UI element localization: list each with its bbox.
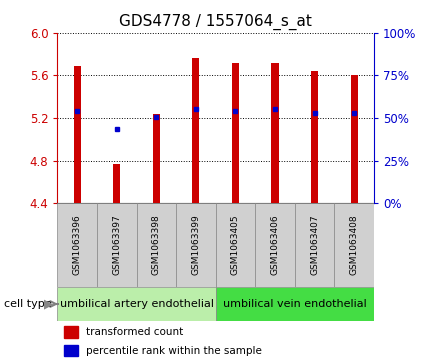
Text: GSM1063399: GSM1063399 [191, 215, 201, 276]
Bar [232, 62, 239, 203]
Bar [255, 203, 295, 287]
Bar [176, 203, 215, 287]
Bar [97, 203, 136, 287]
Text: GSM1063407: GSM1063407 [310, 215, 319, 276]
Text: ▶: ▶ [44, 298, 54, 310]
Bar [351, 76, 358, 203]
Bar [57, 203, 97, 287]
Text: GSM1063396: GSM1063396 [73, 215, 82, 276]
Text: umbilical vein endothelial: umbilical vein endothelial [223, 299, 367, 309]
Bar [334, 203, 374, 287]
Bar [136, 203, 176, 287]
Bar [64, 345, 78, 356]
Bar [113, 164, 120, 203]
Bar [311, 71, 318, 203]
Text: percentile rank within the sample: percentile rank within the sample [86, 346, 262, 356]
Bar [215, 203, 255, 287]
Text: GSM1063406: GSM1063406 [271, 215, 280, 276]
Bar [215, 287, 374, 321]
Text: GSM1063405: GSM1063405 [231, 215, 240, 276]
Bar [193, 58, 199, 203]
Bar [153, 114, 160, 203]
Text: cell type: cell type [4, 299, 52, 309]
Bar [272, 62, 279, 203]
Bar [57, 287, 215, 321]
Text: GSM1063408: GSM1063408 [350, 215, 359, 276]
Bar [295, 203, 334, 287]
Bar [74, 66, 81, 203]
Title: GDS4778 / 1557064_s_at: GDS4778 / 1557064_s_at [119, 14, 312, 30]
Text: umbilical artery endothelial: umbilical artery endothelial [60, 299, 213, 309]
Text: GSM1063398: GSM1063398 [152, 215, 161, 276]
Text: transformed count: transformed count [86, 327, 183, 337]
Text: GSM1063397: GSM1063397 [112, 215, 121, 276]
Bar [64, 326, 78, 338]
